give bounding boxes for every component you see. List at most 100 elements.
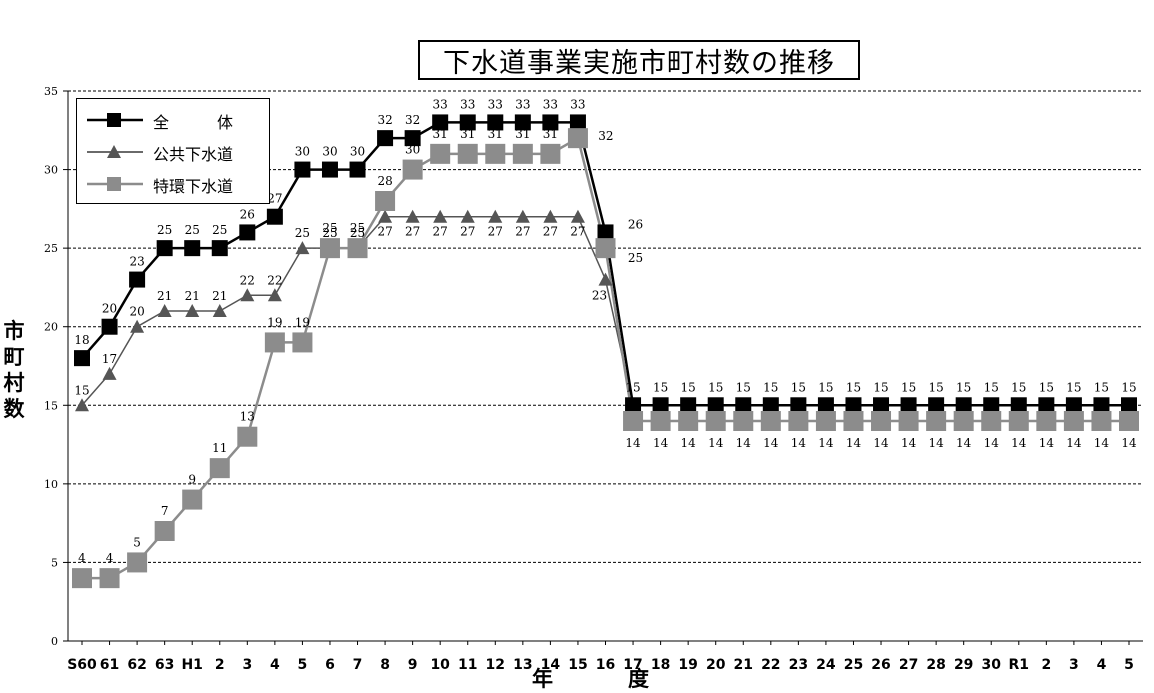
x-tick-label: 19 — [678, 657, 697, 673]
data-point — [457, 143, 478, 164]
data-label: 33 — [433, 97, 448, 111]
data-label: 14 — [928, 436, 944, 450]
data-label: 15 — [846, 380, 861, 394]
data-label: 25 — [185, 223, 200, 237]
data-point — [267, 288, 282, 302]
x-tick-label: 21 — [734, 657, 753, 673]
data-label: 14 — [791, 436, 807, 450]
data-label: 21 — [157, 289, 172, 303]
data-label: 19 — [267, 315, 282, 329]
x-tick-label: 63 — [155, 657, 174, 673]
x-tick-label: 25 — [844, 657, 863, 673]
data-label: 4 — [106, 551, 114, 565]
data-point — [295, 241, 310, 255]
data-point — [650, 411, 671, 431]
legend-item-total: 全 体 — [77, 105, 271, 135]
data-label: 14 — [984, 436, 1000, 450]
data-label: 14 — [873, 436, 889, 450]
data-label: 14 — [625, 436, 641, 450]
x-tick-label: 29 — [954, 657, 973, 673]
x-tick-label: 4 — [270, 657, 280, 673]
data-point — [817, 397, 834, 414]
data-point — [264, 332, 285, 353]
data-label: 27 — [543, 225, 558, 239]
y-axis-label-char: 村 — [3, 371, 25, 395]
data-label: 25 — [212, 223, 227, 237]
x-tick-label: 24 — [816, 657, 836, 673]
data-point — [209, 458, 230, 479]
x-tick-label: 9 — [408, 657, 418, 673]
data-point — [1121, 397, 1137, 414]
data-point — [623, 411, 644, 431]
data-point — [1065, 397, 1082, 414]
data-label: 14 — [681, 436, 697, 450]
x-tick-label: 27 — [899, 657, 918, 673]
data-point — [871, 411, 892, 431]
data-label: 15 — [928, 380, 943, 394]
data-point — [239, 224, 256, 241]
data-point — [543, 209, 558, 223]
data-point — [678, 411, 699, 431]
y-tick-label: 20 — [44, 321, 58, 334]
data-point — [99, 568, 120, 589]
data-label: 20 — [129, 305, 144, 319]
data-label: 15 — [736, 380, 751, 394]
data-label: 33 — [570, 97, 585, 111]
data-point — [184, 240, 201, 257]
data-label: 14 — [1039, 436, 1055, 450]
x-tick-label: 3 — [242, 657, 252, 673]
data-point — [983, 397, 1000, 414]
data-point — [900, 397, 917, 414]
data-point — [540, 143, 561, 164]
data-label: 25 — [295, 226, 310, 240]
data-label: 27 — [570, 225, 585, 239]
data-label: 15 — [984, 380, 999, 394]
data-label: 19 — [295, 315, 310, 329]
x-tick-label: 20 — [706, 657, 726, 673]
data-point — [926, 411, 947, 431]
data-point — [680, 397, 697, 414]
x-tick-label: 6 — [325, 657, 335, 673]
data-label: 15 — [625, 380, 640, 394]
data-label: 15 — [681, 380, 696, 394]
data-label: 27 — [460, 225, 475, 239]
data-point — [1010, 397, 1027, 414]
data-label: 23 — [592, 289, 607, 303]
data-label: 30 — [405, 143, 420, 157]
x-tick-label: 10 — [430, 657, 450, 673]
data-label: 27 — [488, 225, 503, 239]
legend-item-specific-sewer: 特環下水道 — [77, 169, 271, 199]
data-point — [1036, 411, 1057, 431]
data-label: 15 — [74, 383, 89, 397]
data-label: 14 — [1121, 436, 1137, 450]
data-label: 31 — [543, 127, 558, 141]
data-label: 14 — [736, 436, 752, 450]
y-axis-label: 市町村数 — [2, 318, 26, 422]
data-point — [595, 238, 616, 259]
data-point — [74, 350, 90, 367]
data-point — [928, 397, 945, 414]
x-tick-label: 18 — [651, 657, 670, 673]
data-label: 7 — [161, 504, 169, 518]
data-label: 25 — [157, 223, 172, 237]
data-label: 5 — [133, 535, 141, 549]
data-point — [873, 397, 890, 414]
y-axis-label-char: 町 — [3, 345, 25, 369]
data-label: 14 — [956, 436, 972, 450]
data-label: 28 — [377, 174, 392, 188]
data-label: 14 — [846, 436, 862, 450]
data-point — [102, 366, 117, 380]
data-label: 27 — [433, 225, 448, 239]
data-label: 15 — [1011, 380, 1026, 394]
y-axis-label-char: 数 — [3, 397, 25, 421]
data-point — [898, 411, 919, 431]
data-label: 14 — [708, 436, 724, 450]
data-point — [240, 288, 255, 302]
data-label: 15 — [763, 380, 778, 394]
data-point — [1038, 397, 1055, 414]
data-label: 15 — [1121, 380, 1136, 394]
data-point — [294, 161, 311, 178]
data-point — [72, 568, 92, 589]
data-point — [570, 209, 585, 223]
data-point — [705, 411, 726, 431]
